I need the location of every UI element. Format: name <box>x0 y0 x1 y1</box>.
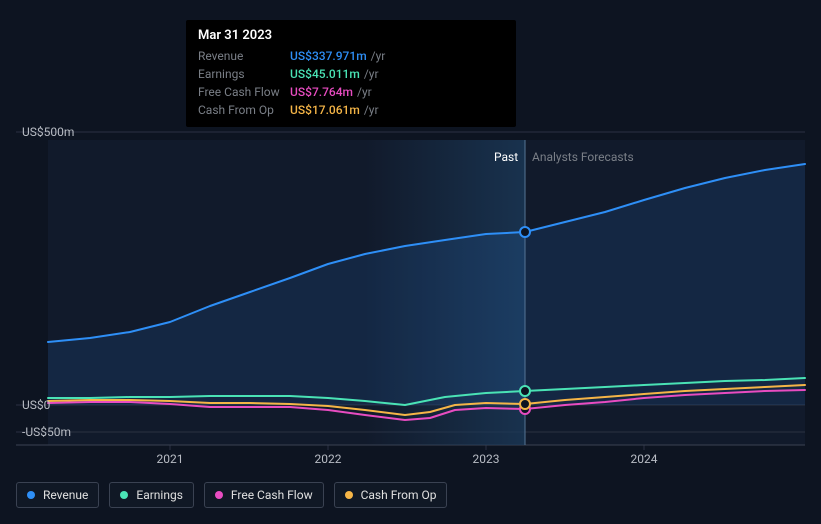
tooltip-row-label: Earnings <box>198 65 290 83</box>
tooltip-row-unit: /yr <box>357 83 372 101</box>
tooltip-row-unit: /yr <box>364 101 379 119</box>
tooltip-row: Free Cash FlowUS$7.764m/yr <box>198 83 504 101</box>
tooltip-row-label: Free Cash Flow <box>198 83 290 101</box>
tooltip-row-unit: /yr <box>371 47 386 65</box>
tooltip-row-value: US$337.971m <box>290 47 367 65</box>
legend-dot <box>120 491 128 499</box>
x-tick-label: 2023 <box>473 452 500 466</box>
x-tick-label: 2021 <box>157 452 184 466</box>
tooltip-row: Cash From OpUS$17.061m/yr <box>198 101 504 119</box>
legend-dot <box>345 491 353 499</box>
tooltip-row-value: US$17.061m <box>290 101 360 119</box>
chart-legend: Revenue Earnings Free Cash Flow Cash From O… <box>16 482 447 508</box>
legend-label: Revenue <box>43 488 88 502</box>
tooltip-row: RevenueUS$337.971m/yr <box>198 47 504 65</box>
tooltip-row-unit: /yr <box>364 65 379 83</box>
legend-label: Free Cash Flow <box>231 488 313 502</box>
legend-item-revenue[interactable]: Revenue <box>16 482 99 508</box>
legend-label: Earnings <box>136 488 183 502</box>
x-tick-label: 2022 <box>315 452 342 466</box>
forecast-region-label: Analysts Forecasts <box>532 150 634 164</box>
tooltip-row: EarningsUS$45.011m/yr <box>198 65 504 83</box>
chart-tooltip: Mar 31 2023 RevenueUS$337.971m/yrEarning… <box>186 20 516 127</box>
legend-item-cash-from-op[interactable]: Cash From Op <box>334 482 448 508</box>
tooltip-row-label: Revenue <box>198 47 290 65</box>
x-tick-label: 2024 <box>631 452 658 466</box>
legend-label: Cash From Op <box>361 488 437 502</box>
y-tick-label: US$0 <box>22 398 50 412</box>
y-tick-label: US$500m <box>22 125 74 139</box>
tooltip-row-label: Cash From Op <box>198 101 290 119</box>
past-region-label: Past <box>494 150 518 164</box>
legend-dot <box>27 491 35 499</box>
tooltip-row-value: US$45.011m <box>290 65 360 83</box>
y-tick-label: -US$50m <box>22 425 71 439</box>
legend-dot <box>215 491 223 499</box>
legend-item-earnings[interactable]: Earnings <box>109 482 194 508</box>
tooltip-date: Mar 31 2023 <box>198 28 504 43</box>
tooltip-row-value: US$7.764m <box>290 83 353 101</box>
legend-item-free-cash-flow[interactable]: Free Cash Flow <box>204 482 324 508</box>
earnings-revenue-chart: Past Analysts Forecasts US$500m US$0 -US$5… <box>0 0 821 524</box>
